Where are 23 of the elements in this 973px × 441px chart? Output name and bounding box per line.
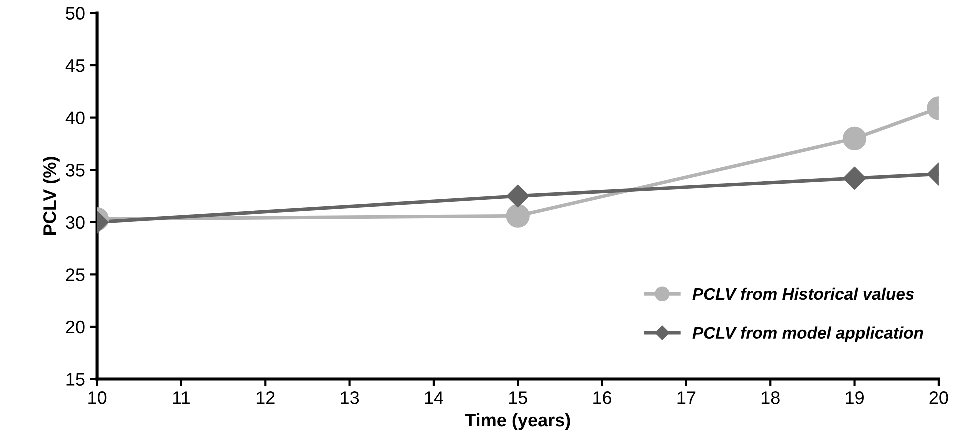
y-tick-label: 30 [66, 216, 85, 230]
x-tick-label: 20 [930, 392, 948, 404]
y-tick-label: 15 [66, 373, 85, 386]
y-tick-label: 35 [66, 164, 85, 177]
legend-label: PCLV from Historical values [692, 288, 914, 300]
y-axis-title: PCLV (%) [43, 157, 60, 235]
legend-label: PCLV from model application [692, 326, 924, 342]
x-tick-label: 14 [425, 392, 444, 404]
x-tick-label: 13 [341, 392, 360, 404]
x-tick-label: 19 [846, 392, 864, 404]
y-tick-label: 45 [66, 60, 85, 72]
x-tick-label: 17 [678, 392, 696, 404]
x-tick-label: 15 [509, 392, 528, 404]
y-tick-label: 40 [66, 112, 85, 125]
x-tick-label: 16 [594, 392, 612, 404]
x-tick-label: 11 [173, 392, 190, 404]
x-tick-label: 18 [762, 392, 780, 404]
x-tick-label: 10 [88, 392, 107, 404]
y-tick-label: 50 [66, 7, 85, 20]
x-axis-title: Time (years) [465, 413, 570, 430]
y-tick-label: 25 [66, 268, 85, 282]
x-tick-label: 12 [256, 392, 275, 404]
y-tick-label: 20 [66, 320, 85, 334]
